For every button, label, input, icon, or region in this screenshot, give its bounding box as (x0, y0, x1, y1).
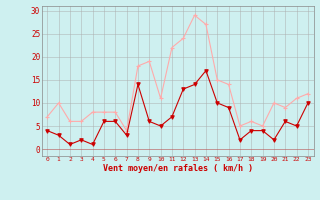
X-axis label: Vent moyen/en rafales ( km/h ): Vent moyen/en rafales ( km/h ) (103, 164, 252, 173)
